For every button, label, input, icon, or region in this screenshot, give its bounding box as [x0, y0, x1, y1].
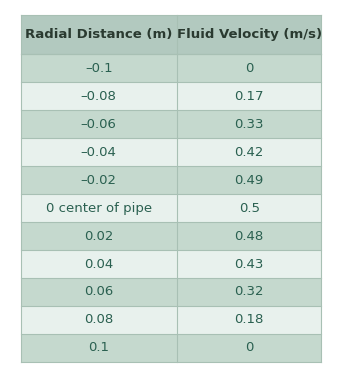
Bar [21, 334, 177, 362]
Bar [21, 110, 177, 138]
Bar [177, 166, 321, 194]
Bar [21, 278, 177, 306]
Bar [21, 54, 177, 82]
Bar [21, 138, 177, 166]
Bar [177, 250, 321, 278]
Bar [177, 194, 321, 222]
Text: –0.04: –0.04 [81, 146, 117, 159]
Bar [21, 166, 177, 194]
Bar [21, 194, 177, 222]
Text: 0.08: 0.08 [84, 313, 114, 326]
Text: –0.1: –0.1 [85, 62, 113, 75]
Text: 0.33: 0.33 [235, 118, 264, 131]
Bar [21, 222, 177, 250]
Text: Radial Distance (m): Radial Distance (m) [25, 28, 172, 41]
Text: 0.43: 0.43 [235, 257, 264, 271]
Text: 0.42: 0.42 [235, 146, 264, 159]
Text: –0.08: –0.08 [81, 90, 117, 103]
Bar [177, 82, 321, 110]
Bar [177, 278, 321, 306]
Text: –0.06: –0.06 [81, 118, 117, 131]
Text: 0.04: 0.04 [84, 257, 114, 271]
Bar [177, 334, 321, 362]
Text: Fluid Velocity (m/s): Fluid Velocity (m/s) [177, 28, 322, 41]
Bar [21, 306, 177, 334]
Bar [177, 110, 321, 138]
Text: 0.49: 0.49 [235, 174, 264, 187]
Bar [21, 82, 177, 110]
Text: 0.06: 0.06 [84, 285, 114, 299]
Text: 0.17: 0.17 [235, 90, 264, 103]
Text: –0.02: –0.02 [81, 174, 117, 187]
Text: 0: 0 [245, 342, 253, 354]
Text: 0.5: 0.5 [239, 202, 260, 215]
Text: 0.1: 0.1 [88, 342, 109, 354]
Text: 0.48: 0.48 [235, 230, 264, 242]
Bar [177, 306, 321, 334]
Text: 0.32: 0.32 [235, 285, 264, 299]
Bar [21, 250, 177, 278]
Text: 0.18: 0.18 [235, 313, 264, 326]
Bar [177, 138, 321, 166]
Text: 0 center of pipe: 0 center of pipe [46, 202, 152, 215]
Bar [177, 54, 321, 82]
Text: 0.02: 0.02 [84, 230, 114, 242]
Text: 0: 0 [245, 62, 253, 75]
Bar [177, 222, 321, 250]
